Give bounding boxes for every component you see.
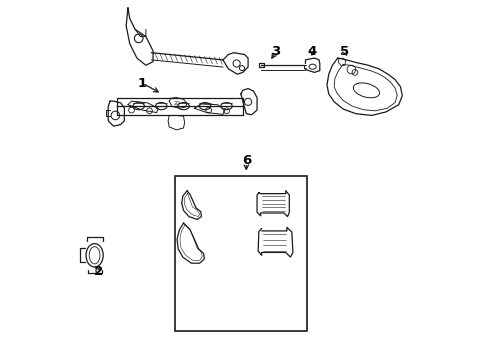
Bar (174, 176, 306, 330)
Text: 2: 2 (93, 265, 102, 278)
Text: 2D: 2D (174, 101, 181, 106)
Text: 1: 1 (138, 77, 146, 90)
Text: 4: 4 (306, 45, 316, 58)
Text: 6: 6 (241, 154, 250, 167)
Text: 5: 5 (340, 45, 349, 58)
Text: 3: 3 (271, 45, 280, 58)
